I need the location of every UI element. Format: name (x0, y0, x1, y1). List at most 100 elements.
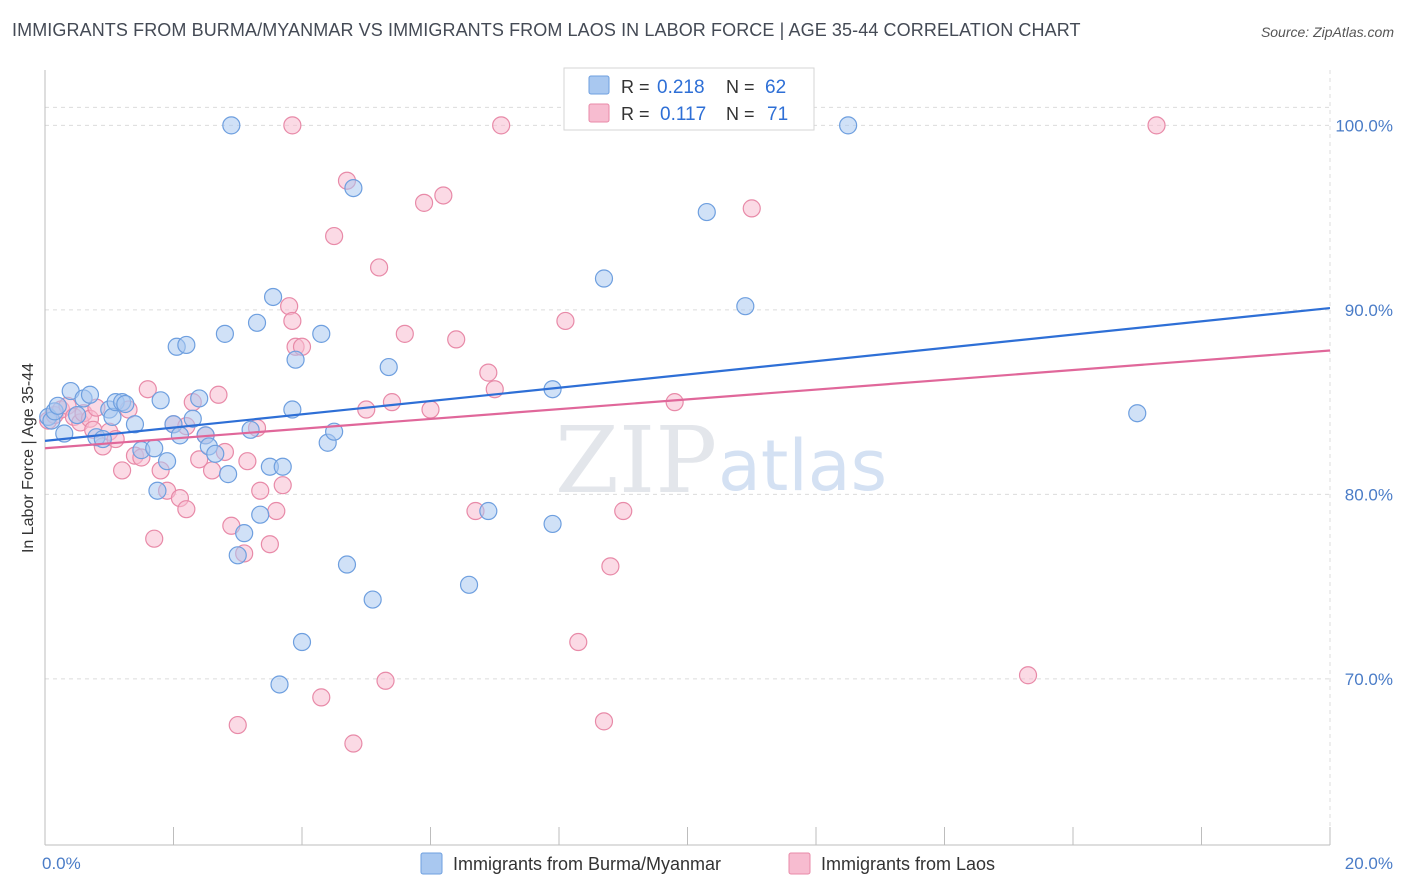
point-burma-60 (1128, 404, 1147, 423)
point-burma-40 (270, 675, 289, 694)
legend-n-value-pink: 71 (767, 104, 788, 125)
point-laos-39 (283, 311, 302, 331)
point-laos-32 (238, 452, 257, 471)
legend-n-label-blue: N = (726, 77, 755, 97)
point-burma-58 (736, 297, 755, 316)
legend-swatch-blue (588, 75, 610, 95)
point-laos-35 (260, 535, 279, 554)
point-laos-53 (434, 186, 453, 205)
legend-r-label-blue: R = (621, 77, 650, 97)
point-burma-36 (247, 313, 267, 332)
point-laos-34 (251, 481, 270, 500)
point-laos-16 (138, 380, 157, 399)
y-tick-label-80: 80.0% (1345, 485, 1393, 504)
y-tick-label-100: 100.0% (1335, 116, 1393, 135)
point-laos-12 (112, 461, 132, 480)
point-laos-65 (742, 199, 761, 218)
point-laos-63 (614, 501, 633, 521)
axis-layer (44, 70, 1331, 846)
point-burma-44 (292, 632, 312, 652)
point-burma-23 (170, 426, 190, 445)
point-burma-3 (48, 396, 67, 415)
point-burma-37 (251, 505, 270, 524)
point-burma-55 (543, 514, 562, 534)
point-burma-32 (222, 116, 241, 135)
point-burma-19 (151, 391, 170, 410)
legend-n-value-blue: 62 (765, 77, 786, 98)
chart-title: IMMIGRANTS FROM BURMA/MYANMAR VS IMMIGRA… (12, 20, 1081, 40)
watermark-atlas: atlas (718, 425, 887, 507)
point-laos-59 (556, 311, 575, 331)
point-burma-30 (215, 324, 234, 343)
point-burma-57 (697, 202, 716, 222)
bottom-legend-swatch-pink (788, 852, 811, 875)
trend-layer (44, 306, 1331, 450)
point-burma-20 (157, 452, 177, 471)
point-laos-17 (145, 529, 164, 548)
point-burma-41 (273, 457, 292, 476)
x-tick-label-max: 20.0% (1345, 854, 1393, 873)
point-laos-24 (190, 450, 209, 469)
trendline-laos (44, 349, 1331, 450)
y-axis-label: In Labor Force | Age 35-44 (20, 363, 37, 553)
point-laos-30 (228, 715, 247, 735)
point-burma-48 (337, 555, 357, 574)
point-laos-52 (421, 400, 440, 419)
point-burma-49 (344, 178, 363, 198)
point-laos-54 (447, 330, 466, 349)
point-laos-42 (312, 688, 331, 707)
legend-r-value-blue: 0.218 (657, 77, 705, 98)
point-laos-27 (209, 385, 228, 404)
point-laos-38 (280, 297, 299, 316)
legend-n-label-pink: N = (726, 104, 755, 124)
point-burma-24 (177, 335, 196, 355)
point-laos-43 (325, 226, 344, 246)
point-laos-51 (414, 193, 434, 212)
point-laos-49 (382, 393, 402, 412)
point-burma-33 (228, 546, 247, 565)
point-laos-68 (283, 116, 302, 135)
y-tick-labels: 70.0% 80.0% 90.0% 100.0% (1335, 116, 1393, 689)
legend-swatch-pink (588, 103, 610, 123)
trendline-burma (44, 306, 1331, 442)
point-burma-34 (235, 524, 254, 543)
bottom-legend: Immigrants from Burma/Myanmar Immigrants… (420, 852, 995, 875)
point-laos-56 (479, 363, 498, 382)
y-tick-label-70: 70.0% (1345, 670, 1393, 689)
point-burma-39 (263, 287, 283, 307)
point-laos-58 (492, 116, 511, 135)
point-laos-36 (267, 501, 286, 521)
legend-r-value-pink: 0.117 (660, 104, 706, 125)
point-laos-22 (177, 500, 196, 519)
point-laos-64 (665, 393, 684, 412)
point-burma-43 (286, 350, 305, 369)
point-burma-29 (206, 444, 225, 463)
point-burma-59 (839, 116, 858, 135)
point-burma-18 (148, 481, 167, 500)
point-burma-52 (459, 575, 479, 594)
legend-r-label-pink: R = (621, 104, 650, 124)
legend: R = 0.218 N = 62 R = 0.117 N = 71 (563, 67, 815, 131)
point-burma-61 (116, 394, 135, 414)
point-burma-15 (125, 415, 145, 434)
point-burma-6 (68, 405, 87, 425)
point-burma-53 (479, 501, 498, 521)
point-laos-45 (344, 734, 363, 753)
point-laos-61 (594, 712, 614, 731)
watermark-zip: ZIP (555, 407, 717, 514)
point-laos-67 (1147, 116, 1166, 135)
point-burma-8 (80, 385, 100, 404)
bottom-legend-label-blue: Immigrants from Burma/Myanmar (453, 854, 721, 874)
source-credit: Source: ZipAtlas.com (1260, 24, 1394, 40)
watermark: ZIP atlas (555, 407, 887, 514)
point-burma-12 (103, 407, 122, 427)
bottom-legend-label-pink: Immigrants from Laos (821, 854, 995, 874)
point-burma-51 (379, 357, 398, 377)
bottom-legend-swatch-blue (420, 852, 443, 875)
point-laos-37 (273, 476, 292, 495)
point-laos-60 (569, 632, 588, 652)
point-laos-47 (370, 258, 389, 277)
point-burma-56 (594, 269, 614, 288)
point-burma-17 (145, 439, 164, 458)
